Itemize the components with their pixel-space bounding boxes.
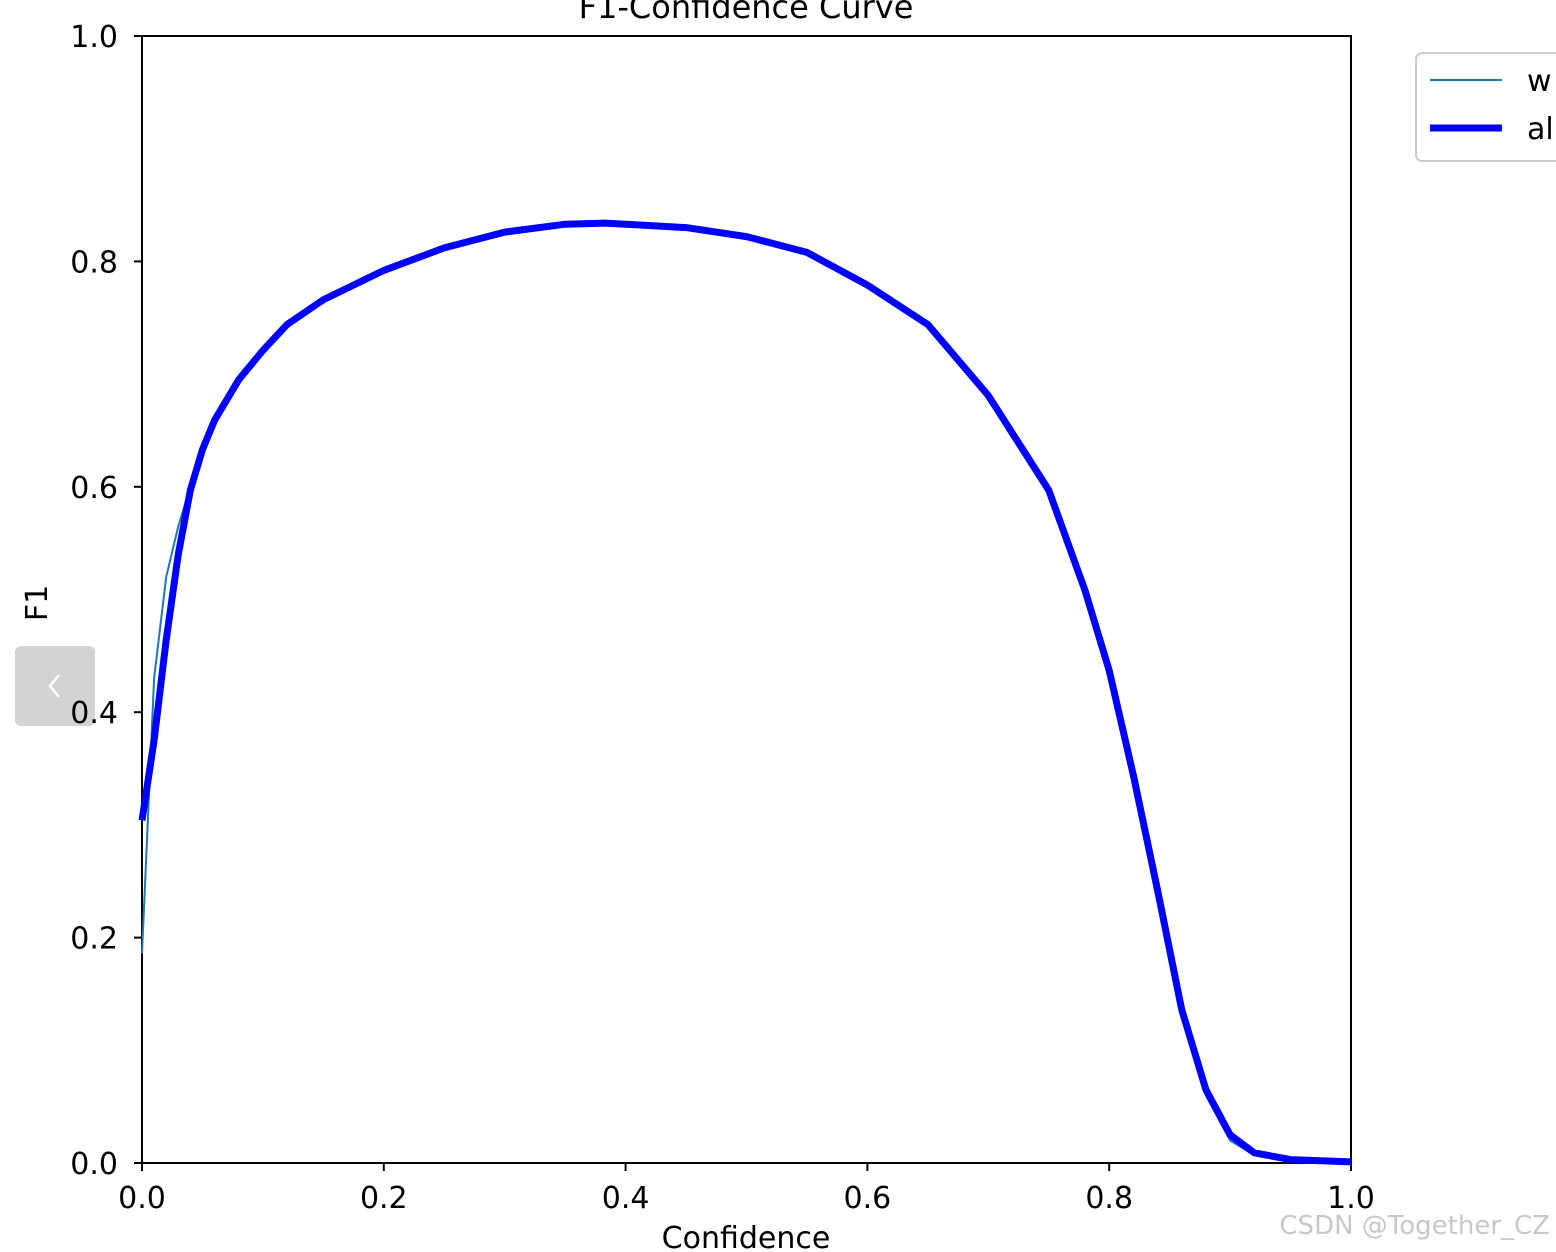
x-tick-label: 0.0 xyxy=(118,1181,166,1216)
x-tick-label: 0.6 xyxy=(844,1181,892,1216)
watermark: CSDN @Together_CZ xyxy=(1279,1211,1550,1241)
y-tick-label: 1.0 xyxy=(70,20,118,55)
y-tick-label: 0.6 xyxy=(70,471,118,506)
y-tick-label: 0.0 xyxy=(70,1147,118,1182)
legend-label: al xyxy=(1527,112,1554,147)
series-line xyxy=(141,222,1352,1163)
x-axis-label: Confidence xyxy=(662,1221,831,1252)
prev-button[interactable] xyxy=(15,646,95,726)
x-tick-label: 1.0 xyxy=(1327,1181,1375,1216)
legend: w al xyxy=(1415,52,1556,162)
plot-frame xyxy=(141,35,1352,1164)
x-tick-label: 0.8 xyxy=(1085,1181,1133,1216)
prev-button-bg[interactable] xyxy=(15,646,95,726)
y-tick-label: 0.8 xyxy=(70,245,118,280)
chart-title: F1-Confidence Curve xyxy=(579,0,914,26)
x-tick-label: 0.2 xyxy=(360,1181,408,1216)
legend-label: w xyxy=(1527,64,1552,99)
y-tick-label: 0.2 xyxy=(70,922,118,957)
series-line xyxy=(138,219,1352,1166)
x-tick-label: 0.4 xyxy=(602,1181,650,1216)
chevron-icon[interactable] xyxy=(48,674,60,698)
y-axis-label: F1 xyxy=(20,585,55,621)
y-tick-label: 0.4 xyxy=(70,696,118,731)
